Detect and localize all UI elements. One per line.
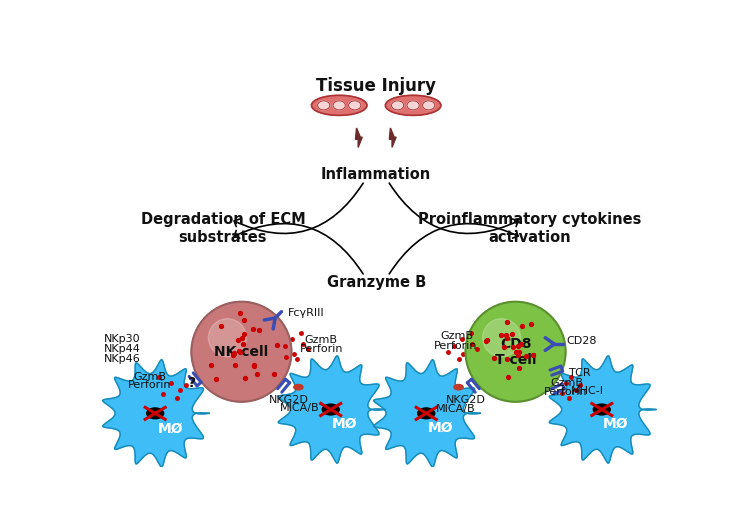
- Circle shape: [192, 302, 291, 402]
- Polygon shape: [389, 128, 396, 148]
- Ellipse shape: [147, 408, 164, 419]
- Text: Perforin: Perforin: [300, 344, 344, 354]
- Ellipse shape: [349, 101, 361, 110]
- Text: MØ: MØ: [158, 422, 184, 436]
- Text: NKp30: NKp30: [104, 334, 141, 344]
- Polygon shape: [355, 128, 363, 148]
- Ellipse shape: [322, 404, 339, 415]
- Text: NKp46: NKp46: [104, 354, 141, 364]
- Ellipse shape: [391, 101, 404, 110]
- Text: MØ: MØ: [332, 416, 357, 430]
- Text: NK cell: NK cell: [214, 345, 269, 359]
- Ellipse shape: [294, 384, 303, 390]
- Ellipse shape: [418, 408, 435, 419]
- Polygon shape: [278, 356, 385, 463]
- Circle shape: [482, 319, 520, 357]
- Text: NKG2D: NKG2D: [446, 395, 485, 405]
- Text: MØ: MØ: [603, 416, 628, 430]
- Ellipse shape: [385, 96, 441, 116]
- Text: ?: ?: [187, 375, 196, 390]
- Text: MHC-I: MHC-I: [571, 386, 604, 396]
- Ellipse shape: [311, 96, 367, 116]
- Text: NKG2D: NKG2D: [269, 395, 309, 405]
- Text: GzmB: GzmB: [305, 335, 338, 345]
- Text: CD8
T cell: CD8 T cell: [495, 337, 537, 367]
- Ellipse shape: [423, 101, 435, 110]
- Text: GzmB: GzmB: [134, 372, 167, 382]
- Circle shape: [208, 319, 247, 357]
- Text: CD28: CD28: [567, 336, 597, 346]
- Text: TCR: TCR: [570, 369, 591, 379]
- Text: FcγRIII: FcγRIII: [288, 308, 324, 318]
- Circle shape: [465, 302, 566, 402]
- Text: MICA/B: MICA/B: [436, 404, 476, 414]
- Ellipse shape: [454, 384, 463, 390]
- Ellipse shape: [318, 101, 330, 110]
- Text: Perforin: Perforin: [544, 387, 587, 397]
- Text: MØ: MØ: [427, 420, 453, 434]
- Ellipse shape: [407, 101, 419, 110]
- Text: Degradation of ECM
substrates: Degradation of ECM substrates: [141, 212, 305, 245]
- Polygon shape: [549, 356, 656, 463]
- Text: Tissue Injury: Tissue Injury: [316, 77, 436, 95]
- Ellipse shape: [593, 404, 610, 415]
- Text: GzmB: GzmB: [440, 331, 473, 341]
- Text: MICA/B: MICA/B: [280, 403, 320, 413]
- Text: Inflammation: Inflammation: [321, 167, 432, 182]
- Ellipse shape: [333, 101, 345, 110]
- Polygon shape: [374, 360, 480, 467]
- Text: NKp44: NKp44: [104, 344, 141, 354]
- Text: Proinflammatory cytokines
activation: Proinflammatory cytokines activation: [418, 212, 641, 245]
- Text: Perforin: Perforin: [128, 380, 171, 390]
- Polygon shape: [103, 360, 209, 467]
- Text: Granzyme B: Granzyme B: [327, 275, 426, 290]
- Text: Perforin: Perforin: [434, 341, 477, 351]
- Text: GzmB: GzmB: [550, 377, 584, 387]
